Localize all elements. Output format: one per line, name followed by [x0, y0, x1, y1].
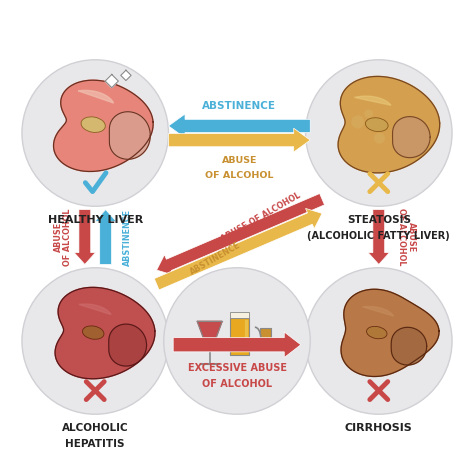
FancyArrow shape — [156, 193, 325, 275]
Polygon shape — [54, 80, 153, 172]
Ellipse shape — [81, 117, 105, 132]
Text: ABUSE: ABUSE — [222, 156, 257, 165]
Polygon shape — [338, 76, 440, 173]
Circle shape — [306, 268, 452, 414]
Polygon shape — [341, 289, 439, 376]
Text: HEALTHY LIVER: HEALTHY LIVER — [47, 215, 143, 225]
Bar — [230, 318, 249, 355]
Polygon shape — [78, 91, 114, 103]
Polygon shape — [392, 117, 430, 158]
Ellipse shape — [366, 327, 387, 339]
Circle shape — [365, 109, 373, 118]
Circle shape — [22, 268, 168, 414]
Polygon shape — [121, 70, 131, 81]
Ellipse shape — [82, 326, 104, 339]
Text: STEATOSIS: STEATOSIS — [347, 215, 411, 225]
Polygon shape — [391, 328, 427, 365]
Text: ABUSE
OF ALCOHOL: ABUSE OF ALCOHOL — [54, 208, 73, 266]
Text: ABSTINENCE: ABSTINENCE — [202, 100, 276, 110]
Circle shape — [306, 60, 452, 206]
Text: EXCESSIVE ABUSE: EXCESSIVE ABUSE — [188, 364, 286, 374]
FancyArrow shape — [173, 332, 301, 357]
Polygon shape — [105, 74, 118, 88]
FancyArrow shape — [168, 128, 310, 152]
Text: ABUSE OF ALCOHOL: ABUSE OF ALCOHOL — [219, 191, 302, 244]
Text: OF ALCOHOL: OF ALCOHOL — [202, 380, 272, 390]
FancyArrow shape — [368, 210, 390, 264]
Text: ABUSE
OF ALCOHOL: ABUSE OF ALCOHOL — [397, 208, 416, 266]
Text: ALCOHOLIC: ALCOHOLIC — [62, 423, 128, 433]
Text: HEPATITIS: HEPATITIS — [65, 439, 125, 449]
Circle shape — [374, 133, 385, 144]
Text: OF ALCOHOL: OF ALCOHOL — [205, 171, 273, 180]
FancyArrow shape — [154, 209, 322, 290]
Circle shape — [164, 268, 310, 414]
Text: CIRRHOSIS: CIRRHOSIS — [345, 423, 413, 433]
Circle shape — [22, 60, 168, 206]
Polygon shape — [79, 304, 111, 315]
Ellipse shape — [365, 118, 388, 132]
Circle shape — [351, 115, 365, 128]
FancyArrow shape — [95, 210, 116, 264]
Text: ABSTINENCE: ABSTINENCE — [123, 209, 132, 265]
Polygon shape — [245, 320, 247, 350]
Bar — [230, 312, 249, 318]
FancyArrow shape — [168, 114, 310, 138]
Polygon shape — [55, 287, 155, 379]
Polygon shape — [109, 112, 150, 159]
Bar — [260, 328, 271, 345]
Polygon shape — [355, 96, 391, 105]
Polygon shape — [363, 307, 393, 316]
Polygon shape — [197, 321, 222, 339]
Text: (ALCOHOLIC FATTY LIVER): (ALCOHOLIC FATTY LIVER) — [308, 231, 450, 241]
Polygon shape — [109, 324, 146, 366]
Text: ABSTINENCE: ABSTINENCE — [189, 240, 243, 276]
FancyArrow shape — [74, 210, 95, 264]
